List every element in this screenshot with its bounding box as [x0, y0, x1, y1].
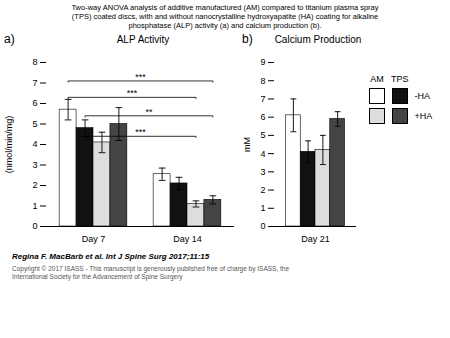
html-text:Copyright © 2017 ISASS - This: Copyright © 2017 ISASS - This manuscript… [12, 265, 290, 280]
svg-text:Day 7: Day 7 [82, 234, 106, 244]
svg-text:1: 1 [260, 203, 265, 213]
html-text:Regina F. MacBarb et al. Int J: Regina F. MacBarb et al. Int J Spine Sur… [12, 252, 210, 261]
svg-text:***: *** [135, 72, 146, 82]
svg-text:4: 4 [32, 139, 37, 149]
html-text:AM: AM [370, 74, 384, 84]
svg-text:8: 8 [260, 76, 265, 86]
html-text:ALP Activity: ALP Activity [116, 34, 170, 45]
svg-text:0: 0 [260, 221, 265, 231]
svg-text:3: 3 [260, 167, 265, 177]
svg-text:***: *** [135, 127, 146, 137]
svg-text:**: ** [145, 107, 153, 117]
svg-text:1: 1 [32, 201, 37, 211]
svg-text:Day 21: Day 21 [301, 234, 330, 244]
svg-text:5: 5 [260, 130, 265, 140]
svg-text:9: 9 [260, 57, 265, 67]
svg-text:2: 2 [32, 180, 37, 190]
html-text:b): b) [242, 32, 253, 46]
svg-text:(nmol/min/mg): (nmol/min/mg) [4, 116, 14, 174]
html-text:Two-way ANOVA analysis of addi: Two-way ANOVA analysis of additive manuf… [71, 3, 379, 30]
svg-text:8: 8 [32, 57, 37, 67]
svg-text:***: *** [127, 88, 138, 98]
html-text:TPS: TPS [391, 74, 409, 84]
svg-text:5: 5 [32, 119, 37, 129]
html-text:+HA: +HA [414, 111, 433, 121]
svg-text:7: 7 [260, 94, 265, 104]
svg-text:6: 6 [32, 98, 37, 108]
svg-text:mM: mM [242, 137, 252, 152]
html-text:Calcium Production: Calcium Production [274, 34, 362, 45]
svg-text:2: 2 [260, 185, 265, 195]
svg-text:4: 4 [260, 148, 265, 158]
svg-text:7: 7 [32, 78, 37, 88]
svg-text:6: 6 [260, 112, 265, 122]
html-text:-HA: -HA [414, 91, 430, 101]
svg-text:0: 0 [32, 221, 37, 231]
svg-text:3: 3 [32, 160, 37, 170]
html-text:a): a) [4, 32, 15, 46]
svg-text:Day 14: Day 14 [173, 234, 202, 244]
